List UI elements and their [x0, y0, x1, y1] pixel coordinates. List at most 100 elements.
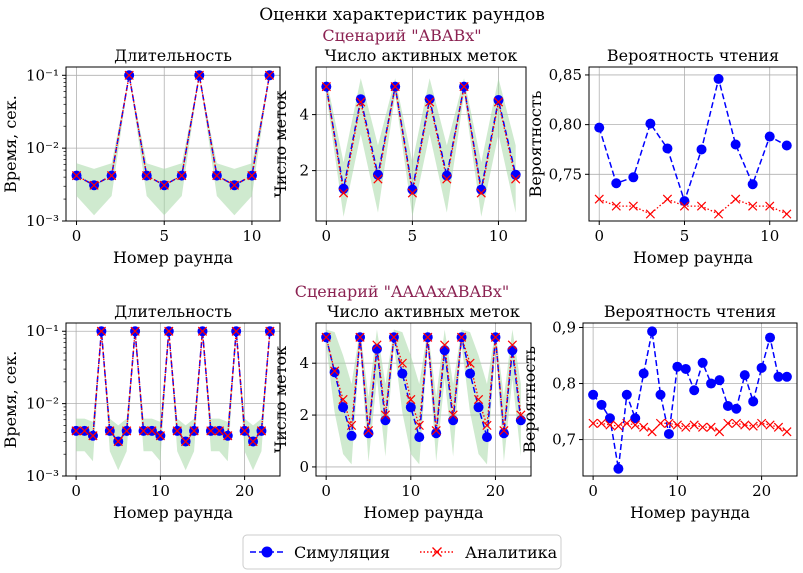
point-analytic — [713, 209, 724, 219]
point-analytic — [138, 426, 149, 436]
plot-area — [594, 73, 792, 219]
point-analytic — [476, 188, 486, 198]
point-analytic — [662, 194, 673, 204]
point-analytic — [507, 340, 518, 350]
point-simulation — [588, 389, 599, 400]
y-tick-label: 10⁻² — [26, 139, 59, 157]
point-analytic — [465, 358, 475, 368]
point-simulation — [739, 370, 750, 381]
point-analytic — [105, 426, 115, 436]
y-tick-label: 10⁻¹ — [26, 322, 59, 340]
point-analytic — [681, 422, 691, 432]
x-axis-label: Номер раунда — [113, 248, 234, 267]
point-analytic — [748, 201, 758, 211]
point-simulation — [764, 131, 775, 142]
point-analytic — [493, 97, 504, 107]
point-analytic — [431, 425, 441, 436]
panel-6: 0 10 20 0,7 0,8 0,9 Вероятность чтения Номер ра… — [520, 302, 798, 522]
point-analytic — [440, 340, 450, 350]
point-analytic — [363, 425, 374, 436]
y-tick-label: 4 — [299, 354, 309, 372]
x-tick-label: 0 — [72, 227, 82, 245]
point-simulation — [473, 402, 484, 413]
legend-analytic-marker — [432, 547, 442, 557]
point-analytic — [511, 174, 521, 184]
point-analytic — [473, 394, 484, 405]
plot-area — [588, 326, 792, 474]
plot-panels: 0 5 10 10⁻³ 10⁻² 10⁻¹ Длительность Номер раунда… — [1, 46, 798, 522]
point-simulation — [680, 363, 691, 374]
point-analytic — [714, 427, 725, 437]
x-tick-label: 0 — [321, 482, 331, 500]
point-simulation — [696, 144, 707, 155]
point-simulation — [355, 94, 366, 105]
point-analytic — [229, 180, 240, 190]
point-simulation — [431, 428, 442, 439]
y-tick-label: 0,9 — [552, 318, 576, 336]
point-analytic — [782, 209, 792, 219]
x-tick-label: 0 — [322, 227, 332, 245]
point-simulation — [604, 413, 615, 424]
point-analytic — [189, 426, 199, 436]
legend-analytic-label: Аналитика — [465, 543, 558, 562]
point-analytic — [689, 420, 699, 430]
point-simulation — [679, 196, 690, 207]
point-analytic — [256, 426, 267, 436]
point-analytic — [214, 426, 224, 436]
point-analytic — [594, 194, 604, 204]
x-tick-label: 10 — [151, 482, 170, 500]
point-analytic — [390, 81, 400, 92]
point-simulation — [498, 428, 509, 439]
point-analytic — [696, 201, 707, 211]
plot-area — [321, 329, 526, 465]
point-analytic — [645, 209, 656, 219]
point-analytic — [448, 410, 458, 420]
point-simulation — [663, 428, 674, 439]
panel-title: Длительность — [114, 302, 232, 321]
point-analytic — [321, 81, 331, 92]
point-analytic — [321, 332, 331, 342]
point-analytic — [672, 420, 682, 430]
point-analytic — [71, 170, 82, 181]
point-analytic — [329, 366, 340, 376]
point-simulation — [689, 385, 700, 396]
point-analytic — [71, 426, 81, 436]
point-analytic — [159, 180, 169, 190]
point-simulation — [371, 343, 382, 354]
point-simulation — [448, 415, 459, 426]
panel-title: Вероятность чтения — [607, 46, 779, 65]
x-tick-label: 10 — [401, 482, 420, 500]
point-simulation — [765, 332, 776, 343]
point-analytic — [247, 170, 257, 181]
y-tick-label: 10⁻³ — [26, 467, 59, 485]
panel-4: 0 10 20 10⁻³ 10⁻² 10⁻¹ Длительность Номер раунд… — [1, 302, 281, 522]
panel-5: 0 10 20 0 2 4 Число активных меток Номер раунда… — [271, 302, 532, 522]
point-simulation — [781, 371, 792, 382]
x-axis-label: Номер раунда — [630, 503, 751, 522]
point-analytic — [723, 418, 733, 428]
point-analytic — [96, 326, 107, 336]
axes-frame — [582, 322, 798, 477]
point-analytic — [373, 174, 383, 184]
y-tick-label: 0,85 — [549, 66, 582, 84]
panel-1: 0 5 10 10⁻³ 10⁻² 10⁻¹ Длительность Номер раунда… — [1, 46, 281, 267]
x-tick-label: 0 — [71, 482, 81, 500]
legend-sim-label: Симуляция — [294, 543, 390, 562]
panel-3: 0 5 10 0,75 0,80 0,85 Вероятность чтения Номер … — [526, 46, 798, 267]
point-analytic — [356, 97, 366, 107]
point-simulation — [338, 402, 349, 413]
y-tick-label: 2 — [299, 162, 309, 180]
y-tick-label: 0,7 — [552, 431, 576, 449]
point-simulation — [397, 368, 408, 379]
point-analytic — [164, 326, 174, 336]
y-tick-label: 0 — [299, 458, 309, 476]
series-line-analytic — [598, 198, 788, 215]
plot-area — [321, 78, 521, 217]
point-analytic — [588, 418, 598, 428]
point-analytic — [482, 420, 492, 431]
point-analytic — [655, 418, 666, 428]
point-analytic — [142, 170, 152, 181]
point-analytic — [380, 410, 391, 420]
series-line-analytic — [325, 337, 522, 431]
